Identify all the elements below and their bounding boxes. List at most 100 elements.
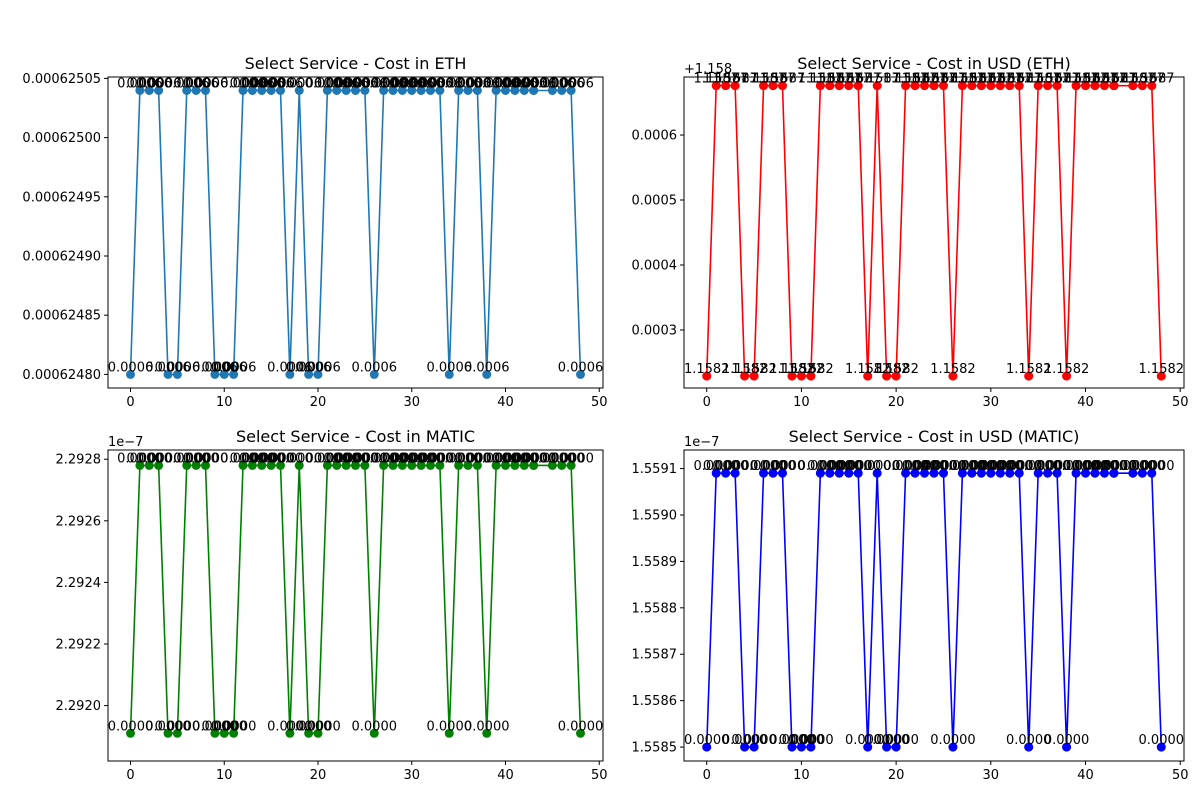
data-label: 1.1587 [921, 72, 967, 87]
data-label: 0.0000 [741, 459, 787, 474]
data-label: 0.0000 [930, 733, 976, 748]
data-point [332, 85, 342, 95]
data-label: 1.1587 [949, 72, 995, 87]
data-label: 0.0000 [558, 719, 604, 734]
data-label: 0.0000 [305, 451, 351, 466]
plot-frame [107, 76, 604, 389]
data-label: 0.0000 [314, 451, 360, 466]
data-label: 0.0000 [684, 733, 730, 748]
data-label: 1.1587 [1120, 72, 1166, 87]
data-label: 0.0006 [230, 76, 276, 91]
data-label: 0.0006 [492, 76, 538, 91]
data-label: 0.0006 [445, 76, 491, 91]
data-point [351, 460, 360, 470]
data-point [351, 85, 360, 95]
data-point [566, 85, 576, 95]
data-label: 0.0000 [277, 451, 323, 466]
data-point [721, 81, 731, 91]
data-label: 0.0000 [436, 451, 482, 466]
data-label: 0.0000 [492, 451, 538, 466]
x-tick-label: 50 [1172, 395, 1189, 410]
data-label: 0.0006 [408, 76, 454, 91]
data-label: 0.0006 [211, 360, 257, 375]
data-point [519, 460, 529, 470]
data-label: 1.1582 [731, 362, 777, 377]
x-tick-label: 40 [497, 395, 514, 410]
data-label: 0.0000 [323, 451, 369, 466]
data-label: 0.0006 [305, 76, 351, 91]
data-point [901, 468, 911, 478]
x-tick-label: 40 [497, 768, 514, 783]
data-point [229, 369, 239, 379]
data-label: 0.0006 [352, 360, 398, 375]
data-label: 0.0000 [1110, 459, 1156, 474]
data-point [891, 371, 901, 381]
data-label: 1.1582 [1044, 362, 1090, 377]
data-label: 1.1587 [760, 72, 806, 87]
data-point [1005, 468, 1015, 478]
data-label: 0.0006 [164, 76, 210, 91]
data-label: 0.0006 [192, 360, 238, 375]
data-point [957, 81, 967, 91]
data-label: 1.1587 [940, 72, 986, 87]
data-label: 0.0000 [427, 719, 473, 734]
data-label: 0.0000 [987, 459, 1033, 474]
data-label: 0.0000 [693, 459, 739, 474]
data-label: 0.0000 [703, 459, 749, 474]
data-point [1043, 468, 1053, 478]
data-point [1137, 468, 1147, 478]
data-label: 0.0006 [323, 76, 369, 91]
y-tick-label: 1.5586 [632, 694, 678, 709]
data-point [510, 85, 520, 95]
data-point [1033, 81, 1043, 91]
data-point [1024, 371, 1034, 381]
data-label: 0.0000 [817, 459, 863, 474]
data-point [369, 369, 379, 379]
x-tick-label: 0 [703, 768, 711, 783]
data-point [191, 85, 201, 95]
data-point [986, 468, 996, 478]
x-tick-label: 10 [793, 768, 810, 783]
data-label: 0.0006 [380, 76, 426, 91]
y-tick-label: 1.5591 [632, 462, 678, 477]
data-point [266, 85, 276, 95]
data-label: 1.1582 [1139, 362, 1185, 377]
data-label: 0.0006 [464, 360, 510, 375]
data-point [313, 369, 323, 379]
data-label: 0.0000 [1091, 459, 1137, 474]
data-point [1109, 81, 1119, 91]
data-label: 0.0000 [473, 451, 519, 466]
x-tick-label: 10 [793, 395, 810, 410]
data-point [882, 371, 892, 381]
data-label: 0.0000 [854, 459, 900, 474]
data-label: 0.0000 [295, 719, 341, 734]
data-label: 1.1587 [892, 72, 938, 87]
data-label: 0.0006 [248, 76, 294, 91]
data-point [482, 728, 492, 738]
data-label: 0.0006 [361, 76, 407, 91]
x-tick-label: 40 [1077, 395, 1094, 410]
data-label: 1.1587 [817, 72, 863, 87]
data-label: 0.0006 [539, 76, 585, 91]
data-label: 0.0006 [295, 360, 341, 375]
data-label: 0.0000 [248, 451, 294, 466]
plot-frame [683, 76, 1185, 389]
data-point [463, 85, 473, 95]
data-label: 0.0000 [183, 451, 229, 466]
data-label: 0.0000 [1120, 459, 1166, 474]
data-point [938, 81, 948, 91]
data-point [995, 81, 1005, 91]
data-point [388, 85, 398, 95]
data-label: 1.1582 [779, 362, 825, 377]
data-point [1156, 742, 1166, 752]
data-point [360, 85, 370, 95]
data-label: 0.0006 [398, 76, 444, 91]
data-point [787, 371, 797, 381]
x-tick-label: 20 [888, 395, 905, 410]
data-label: 0.0006 [267, 360, 313, 375]
data-point [407, 460, 417, 470]
data-point [702, 742, 712, 752]
data-point [1071, 468, 1081, 478]
data-label: 0.0000 [769, 733, 815, 748]
data-label: 1.1587 [1082, 72, 1128, 87]
